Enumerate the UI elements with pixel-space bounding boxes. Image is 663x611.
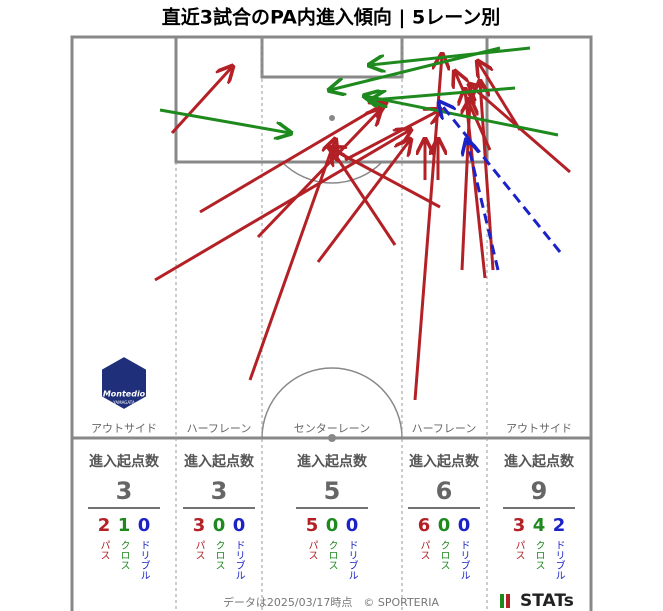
count-label: ドリブル	[553, 540, 565, 580]
count-value: 0	[138, 515, 151, 536]
count-value: 4	[533, 515, 546, 536]
count-label: クロス	[533, 540, 544, 570]
count-label: クロス	[438, 540, 449, 570]
lane-name: アウトサイド	[506, 422, 572, 435]
lane-name: アウトサイド	[91, 422, 157, 435]
count-label: ドリブル	[233, 540, 245, 580]
arrows	[154, 46, 571, 401]
count-value: 0	[213, 515, 226, 536]
count-label: クロス	[118, 540, 129, 570]
count-label: パス	[418, 540, 430, 560]
count-label: パス	[513, 540, 525, 560]
count-label: ドリブル	[458, 540, 470, 580]
footer: データは2025/03/17時点 © SPORTERIA	[223, 595, 440, 609]
logo-sub: YAMAGATA	[112, 400, 135, 405]
lane-header: 進入起点数	[409, 453, 480, 470]
lane-total: 3	[116, 477, 133, 505]
count-label: ドリブル	[346, 540, 358, 580]
lane-header: 進入起点数	[504, 453, 575, 470]
lane-stats: アウトサイド進入起点数32パス1クロス0ドリブルハーフレーン進入起点数33パス0…	[88, 422, 575, 580]
logo: Montedio YAMAGATA	[100, 354, 148, 412]
count-value: 5	[306, 515, 319, 536]
lane-name: ハーフレーン	[187, 422, 252, 435]
lane-total: 3	[211, 477, 228, 505]
count-value: 3	[193, 515, 206, 536]
lane-name: ハーフレーン	[412, 422, 477, 435]
count-value: 6	[418, 515, 431, 536]
count-label: クロス	[213, 540, 224, 570]
count-label: クロス	[326, 540, 337, 570]
count-label: パス	[193, 540, 205, 560]
lane-total: 5	[324, 477, 341, 505]
brand-mark	[506, 594, 510, 608]
lane-total: 6	[436, 477, 453, 505]
count-value: 0	[326, 515, 339, 536]
lane-header: 進入起点数	[89, 453, 160, 470]
lane-total: 9	[531, 477, 548, 505]
count-label: パス	[98, 540, 110, 560]
count-value: 0	[458, 515, 471, 536]
pitch	[70, 35, 593, 611]
brand-mark	[500, 594, 504, 608]
logo-name: Montedio	[103, 390, 146, 399]
count-value: 0	[346, 515, 359, 536]
count-label: パス	[306, 540, 318, 560]
count-value: 2	[553, 515, 566, 536]
count-value: 3	[513, 515, 526, 536]
count-label: ドリブル	[138, 540, 150, 580]
count-value: 0	[438, 515, 451, 536]
brand: STATs	[520, 591, 574, 611]
lane-name: センターレーン	[294, 422, 370, 435]
count-value: 0	[233, 515, 246, 536]
lane-header: 進入起点数	[297, 453, 368, 470]
count-value: 2	[98, 515, 111, 536]
count-value: 1	[118, 515, 131, 536]
lane-header: 進入起点数	[184, 453, 255, 470]
title: 直近3試合のPA内進入傾向 | 5レーン別	[162, 6, 501, 29]
